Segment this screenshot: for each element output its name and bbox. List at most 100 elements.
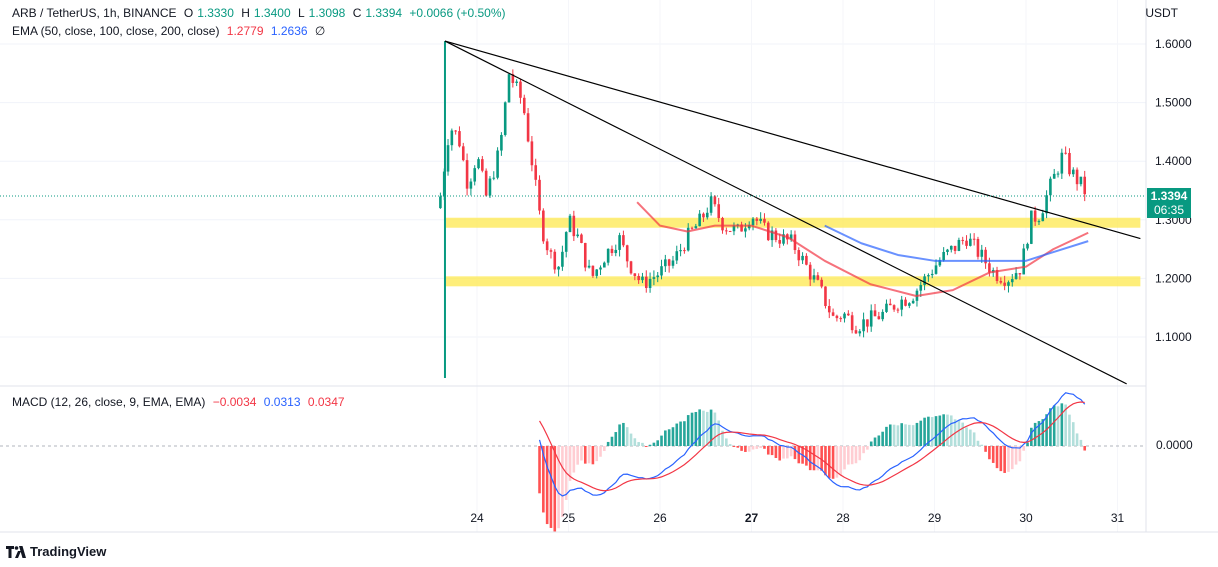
macd-hist-bar: [1049, 408, 1052, 446]
candle-body: [671, 260, 675, 266]
candle-body: [595, 269, 599, 276]
macd-hist-bar: [637, 442, 640, 446]
macd-hist-bar: [778, 446, 782, 461]
candle-body: [953, 245, 957, 251]
macd-hist-bar: [713, 412, 717, 446]
candle-body: [713, 196, 717, 205]
candle-body: [843, 313, 846, 319]
candle-body: [763, 218, 766, 223]
macd-hist-bar: [843, 446, 846, 470]
candle-body: [702, 213, 705, 218]
candle-body: [698, 213, 701, 227]
macd-hist-bar: [888, 424, 892, 446]
candle-body: [500, 134, 503, 151]
candle-body: [484, 170, 488, 196]
candle-body: [835, 315, 839, 319]
candle-body: [1033, 210, 1037, 222]
macd-hist-bar: [881, 431, 884, 446]
macd-hist-bar: [991, 446, 995, 463]
candle-body: [629, 261, 633, 274]
support-zone: [444, 217, 1141, 228]
change-value: +0.0066 (+0.50%): [409, 6, 506, 20]
candle-body: [919, 284, 923, 291]
macd-hist-bar: [580, 446, 583, 461]
macd-hist-bar: [614, 432, 618, 446]
macd-hist-bar: [603, 446, 606, 451]
time-axis[interactable]: 24 25 26 27 28 29 30 31: [470, 511, 1124, 525]
candle-body: [908, 303, 911, 306]
macd-hist-bar: [946, 414, 949, 446]
candle-body: [461, 146, 465, 161]
candle-body: [625, 245, 629, 262]
candle-body: [984, 249, 987, 264]
candle-body: [797, 250, 801, 261]
candle-body: [667, 259, 671, 266]
macd-hist-bar: [747, 446, 751, 452]
candle-body: [827, 306, 831, 313]
macd-hist-bar: [755, 446, 759, 449]
candle-body: [721, 218, 724, 231]
macd-hist-bar: [576, 446, 579, 465]
trendline: [444, 40, 1141, 240]
time-tick-label: 30: [1019, 511, 1033, 525]
macd-hist-bar: [606, 441, 610, 446]
candle-body: [789, 234, 793, 240]
ema50-line: [636, 201, 1089, 297]
macd-hist-bar: [1052, 405, 1056, 446]
macd-hist-bar: [660, 435, 663, 446]
macd-hist-bar: [820, 446, 823, 471]
macd-hist-bar: [572, 446, 576, 473]
candle-body: [717, 204, 721, 219]
macd-hist-bar: [1068, 414, 1071, 446]
candle-body: [507, 74, 511, 103]
candle-body: [690, 227, 694, 229]
macd-label[interactable]: MACD (12, 26, close, 9, EMA, EMA): [12, 395, 206, 409]
macd-hist-bar: [766, 446, 770, 455]
macd-hist-bar: [949, 415, 953, 446]
tradingview-logo[interactable]: TradingView: [6, 544, 106, 559]
macd-hist-bar: [625, 427, 629, 446]
macd-hist-bar: [587, 446, 591, 464]
macd-hist-bar: [808, 446, 812, 471]
candle-body: [644, 276, 648, 289]
candle-body: [1064, 152, 1067, 154]
candle-body: [831, 312, 835, 316]
macd-hist-bar: [652, 442, 656, 446]
macd-hist-bar: [999, 446, 1003, 472]
candle-body: [927, 275, 930, 277]
candle-body: [801, 255, 804, 261]
macd-hist-value: −0.0034: [212, 395, 257, 409]
macd-hist-bar: [751, 446, 755, 450]
macd-hist-bar: [839, 446, 843, 475]
macd-hist-bar: [664, 430, 667, 446]
candle-body: [866, 319, 869, 327]
candle-body: [637, 275, 640, 281]
currency-label[interactable]: USDT: [1145, 6, 1178, 20]
candle-body: [648, 278, 652, 289]
candle-body: [972, 238, 976, 240]
candle-body: [900, 299, 904, 310]
candle-countdown: 06:35: [1153, 203, 1185, 217]
macd-hist-bar: [942, 414, 945, 446]
macd-hist-bar: [923, 417, 926, 446]
time-tick-label: 31: [1111, 511, 1125, 525]
trendlines[interactable]: [444, 40, 1141, 385]
ema-label[interactable]: EMA (50, close, 100, close, 200, close): [12, 24, 220, 38]
macd-hist-bar: [644, 446, 648, 447]
macd-hist-bar: [622, 422, 625, 446]
time-tick-label: 24: [470, 511, 484, 525]
symbol-title[interactable]: ARB / TetherUS, 1h, BINANCE: [12, 6, 177, 20]
candle-body: [946, 249, 949, 252]
candle-body: [904, 299, 907, 306]
macd-hist-bar: [1018, 446, 1022, 462]
macd-hist-bar: [908, 424, 911, 446]
high-value: 1.3400: [253, 6, 291, 20]
candle-body: [530, 141, 534, 166]
candle-body: [957, 239, 961, 251]
candle-body: [599, 267, 602, 270]
candle-body: [534, 165, 538, 180]
candle-body: [1060, 152, 1064, 174]
macd-hist-bar: [690, 412, 694, 446]
